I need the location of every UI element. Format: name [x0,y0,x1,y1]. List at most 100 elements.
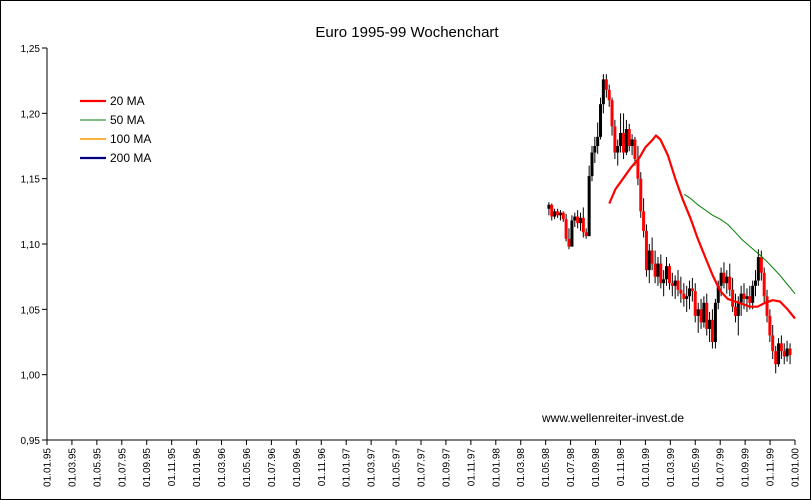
candle-body [751,285,755,303]
candle-body [619,132,623,146]
candle-body [731,289,735,307]
x-tick-label: 01.01.96 [192,448,203,487]
x-tick-label: 01.11.99 [766,448,777,487]
chart-title: Euro 1995-99 Wochenchart [315,24,499,41]
candle-body [581,217,585,233]
x-tick-label: 01.03.98 [516,448,527,487]
candle-body [722,272,726,284]
candle-body [596,136,600,146]
candle-body [736,302,740,316]
candle-body [567,238,571,247]
candle-body [627,129,631,146]
candle-body [739,293,743,303]
candle-body [774,351,778,365]
x-tick-label: 01.01.99 [641,448,652,487]
legend-label: 100 MA [110,132,151,146]
candle-body [785,348,789,357]
y-axis-ticks: 0,95 1,00 1,05 1,10 1,15 1,20 1,25 [21,44,47,447]
x-tick-label: 01.03.95 [67,448,78,487]
candle-body [702,302,706,323]
candle-body [642,211,646,231]
y-tick-label: 1,00 [21,371,41,382]
watermark-url: www.wellenreiter-invest.de [541,411,684,425]
ma-line-50ma [684,193,796,295]
x-tick-label: 01.11.98 [616,448,627,487]
candle-body [610,100,614,127]
candle-body [768,315,772,336]
candle-body [688,288,692,297]
candle-body [561,212,565,220]
x-tick-label: 01.09.97 [441,448,452,487]
y-tick-label: 1,10 [21,240,41,251]
y-tick-label: 1,05 [21,305,41,316]
x-tick-label: 01.11.95 [167,448,178,487]
candle-body [556,211,560,216]
x-tick-label: 01.03.96 [217,448,228,487]
candle-body [685,296,689,299]
x-tick-label: 01.11.97 [466,448,477,487]
candle-body [759,257,763,273]
candle-body [748,296,752,303]
x-tick-label: 01.09.96 [292,448,303,487]
candle-body [553,211,557,217]
x-tick-label: 01.03.99 [666,448,677,487]
x-tick-label: 01.01.97 [342,448,353,487]
x-tick-label: 01.05.97 [392,448,403,487]
x-tick-label: 01.07.98 [566,448,577,487]
legend-label: 20 MA [110,94,145,108]
y-tick-label: 1,20 [21,109,41,120]
legend-label: 200 MA [110,151,151,165]
candle-body [771,335,775,352]
candle-body [713,302,717,342]
y-tick-label: 0,95 [21,436,41,447]
candle-body [725,276,729,284]
candle-body [593,146,597,153]
y-tick-label: 1,15 [21,175,41,186]
candle-body [590,152,594,177]
x-tick-label: 01.03.97 [367,448,378,487]
candle-body [624,129,628,153]
x-tick-label: 01.01.98 [491,448,502,487]
legend-label: 50 MA [110,113,145,127]
candle-body [788,348,792,356]
candle-body [578,217,582,224]
candle-body [607,89,611,101]
candle-body [756,257,760,281]
candle-body [777,343,781,365]
candle-body [679,289,683,294]
x-tick-label: 01.05.98 [541,448,552,487]
candle-body [613,126,617,153]
x-axis-ticks: 01.01.95 01.03.95 01.05.95 01.07.95 01.09.95… [43,440,802,487]
candle-body [765,296,769,316]
candle-body [716,285,720,303]
candle-body [622,132,626,153]
x-tick-label: 01.01.95 [43,448,54,487]
candle-body [754,280,758,286]
candle-body [779,343,783,352]
candle-body [547,204,551,209]
candle-body [670,283,674,286]
x-tick-label: 01.11.96 [317,448,328,487]
price-bars [547,74,792,374]
candle-body [693,291,697,316]
candle-body [676,280,680,290]
candle-body [630,139,634,146]
candle-body [570,220,574,247]
candle-body [604,79,608,90]
candle-body [573,216,577,221]
candle-body [733,306,737,316]
x-tick-label: 01.09.98 [591,448,602,487]
candle-body [564,219,568,239]
x-tick-label: 01.07.95 [117,448,128,487]
x-tick-label: 01.05.99 [691,448,702,487]
x-tick-label: 01.05.95 [92,448,103,487]
candle-body [782,351,786,357]
candle-body [710,319,714,342]
candle-body [644,230,648,271]
candle-body [690,288,694,292]
x-tick-label: 01.09.99 [741,448,752,487]
candle-body [699,309,703,323]
candle-body [742,293,746,299]
candle-body [584,232,588,237]
candle-body [599,104,603,137]
